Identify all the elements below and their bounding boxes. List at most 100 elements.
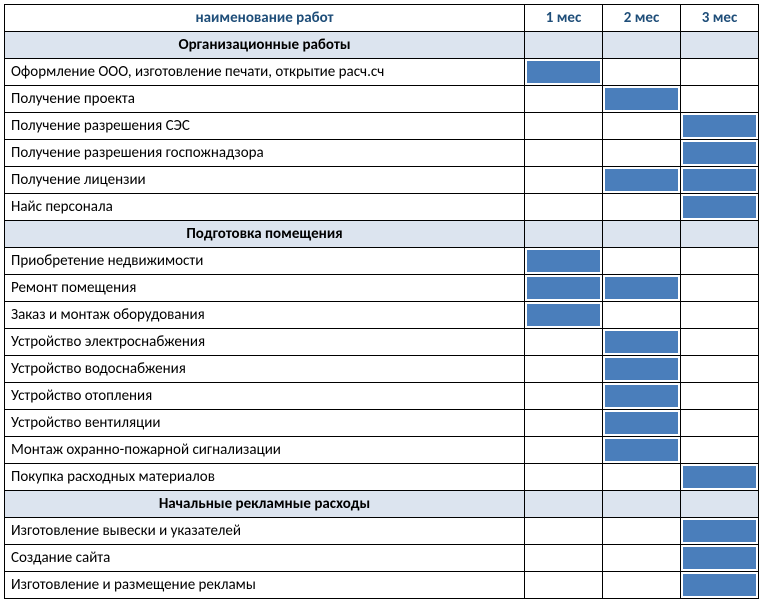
table-row: Получение проекта <box>5 86 759 113</box>
gantt-cell <box>681 329 759 356</box>
gantt-cell <box>681 140 759 167</box>
work-label: Устройство электроснабжения <box>5 329 525 356</box>
gantt-cell <box>603 59 681 86</box>
col-header-month-2: 2 мес <box>603 5 681 32</box>
table-row: Ремонт помещения <box>5 275 759 302</box>
section-month-cell <box>603 491 681 518</box>
gantt-cell <box>681 113 759 140</box>
col-header-month-1: 1 мес <box>525 5 603 32</box>
work-label: Получение проекта <box>5 86 525 113</box>
section-row: Организационные работы <box>5 32 759 59</box>
section-month-cell <box>525 221 603 248</box>
gantt-cell <box>681 248 759 275</box>
section-month-cell <box>681 221 759 248</box>
work-label: Заказ и монтаж оборудования <box>5 302 525 329</box>
gantt-cell <box>681 59 759 86</box>
gantt-cell <box>525 86 603 113</box>
table-row: Устройство вентиляции <box>5 410 759 437</box>
work-label: Найс персонала <box>5 194 525 221</box>
gantt-cell <box>525 545 603 572</box>
gantt-cell <box>525 356 603 383</box>
work-label: Создание сайта <box>5 545 525 572</box>
table-row: Изготовление вывески и указателей <box>5 518 759 545</box>
gantt-cell <box>681 545 759 572</box>
work-label: Оформление ООО, изготовление печати, отк… <box>5 59 525 86</box>
section-title: Начальные рекламные расходы <box>5 491 525 518</box>
section-title: Подготовка помещения <box>5 221 525 248</box>
gantt-cell <box>603 518 681 545</box>
gantt-cell <box>681 167 759 194</box>
gantt-cell <box>525 518 603 545</box>
gantt-cell <box>525 410 603 437</box>
gantt-cell <box>603 167 681 194</box>
work-label: Получение разрешения госпожнадзора <box>5 140 525 167</box>
gantt-cell <box>681 464 759 491</box>
work-label: Устройство водоснабжения <box>5 356 525 383</box>
gantt-cell <box>603 572 681 599</box>
table-row: Устройство электроснабжения <box>5 329 759 356</box>
gantt-cell <box>681 194 759 221</box>
gantt-cell <box>525 113 603 140</box>
gantt-cell <box>525 194 603 221</box>
gantt-cell <box>603 410 681 437</box>
work-label: Получение лицензии <box>5 167 525 194</box>
col-header-month-3: 3 мес <box>681 5 759 32</box>
table-row: Создание сайта <box>5 545 759 572</box>
table-header-row: наименование работ 1 мес 2 мес 3 мес <box>5 5 759 32</box>
gantt-cell <box>603 275 681 302</box>
work-label: Устройство вентиляции <box>5 410 525 437</box>
table-row: Приобретение недвижимости <box>5 248 759 275</box>
work-label: Устройство отопления <box>5 383 525 410</box>
gantt-cell <box>681 302 759 329</box>
gantt-cell <box>603 545 681 572</box>
table-row: Устройство отопления <box>5 383 759 410</box>
table-body: Организационные работыОформление ООО, из… <box>5 32 759 599</box>
table-row: Получение лицензии <box>5 167 759 194</box>
section-month-cell <box>603 221 681 248</box>
work-label: Монтаж охранно-пожарной сигнализации <box>5 437 525 464</box>
work-label: Ремонт помещения <box>5 275 525 302</box>
table-row: Оформление ООО, изготовление печати, отк… <box>5 59 759 86</box>
gantt-cell <box>681 410 759 437</box>
table-row: Покупка расходных материалов <box>5 464 759 491</box>
section-month-cell <box>603 32 681 59</box>
table-row: Устройство водоснабжения <box>5 356 759 383</box>
gantt-cell <box>525 572 603 599</box>
gantt-cell <box>681 86 759 113</box>
work-label: Приобретение недвижимости <box>5 248 525 275</box>
gantt-cell <box>681 437 759 464</box>
section-month-cell <box>525 32 603 59</box>
section-title: Организационные работы <box>5 32 525 59</box>
section-month-cell <box>681 491 759 518</box>
gantt-cell <box>603 356 681 383</box>
table-row: Изготовление и размещение рекламы <box>5 572 759 599</box>
work-label: Изготовление и размещение рекламы <box>5 572 525 599</box>
gantt-cell <box>525 383 603 410</box>
gantt-cell <box>603 464 681 491</box>
gantt-cell <box>525 140 603 167</box>
gantt-cell <box>603 194 681 221</box>
gantt-cell <box>525 302 603 329</box>
gantt-cell <box>525 167 603 194</box>
gantt-cell <box>603 113 681 140</box>
gantt-cell <box>525 437 603 464</box>
gantt-cell <box>681 518 759 545</box>
table-row: Получение разрешения госпожнадзора <box>5 140 759 167</box>
gantt-cell <box>525 464 603 491</box>
table-row: Монтаж охранно-пожарной сигнализации <box>5 437 759 464</box>
gantt-cell <box>525 59 603 86</box>
work-label: Покупка расходных материалов <box>5 464 525 491</box>
gantt-cell <box>681 275 759 302</box>
gantt-cell <box>603 437 681 464</box>
section-row: Начальные рекламные расходы <box>5 491 759 518</box>
col-header-work: наименование работ <box>5 5 525 32</box>
table-row: Найс персонала <box>5 194 759 221</box>
work-label: Изготовление вывески и указателей <box>5 518 525 545</box>
section-month-cell <box>525 491 603 518</box>
gantt-cell <box>603 140 681 167</box>
section-row: Подготовка помещения <box>5 221 759 248</box>
gantt-cell <box>525 248 603 275</box>
gantt-cell <box>681 383 759 410</box>
section-month-cell <box>681 32 759 59</box>
gantt-cell <box>603 86 681 113</box>
